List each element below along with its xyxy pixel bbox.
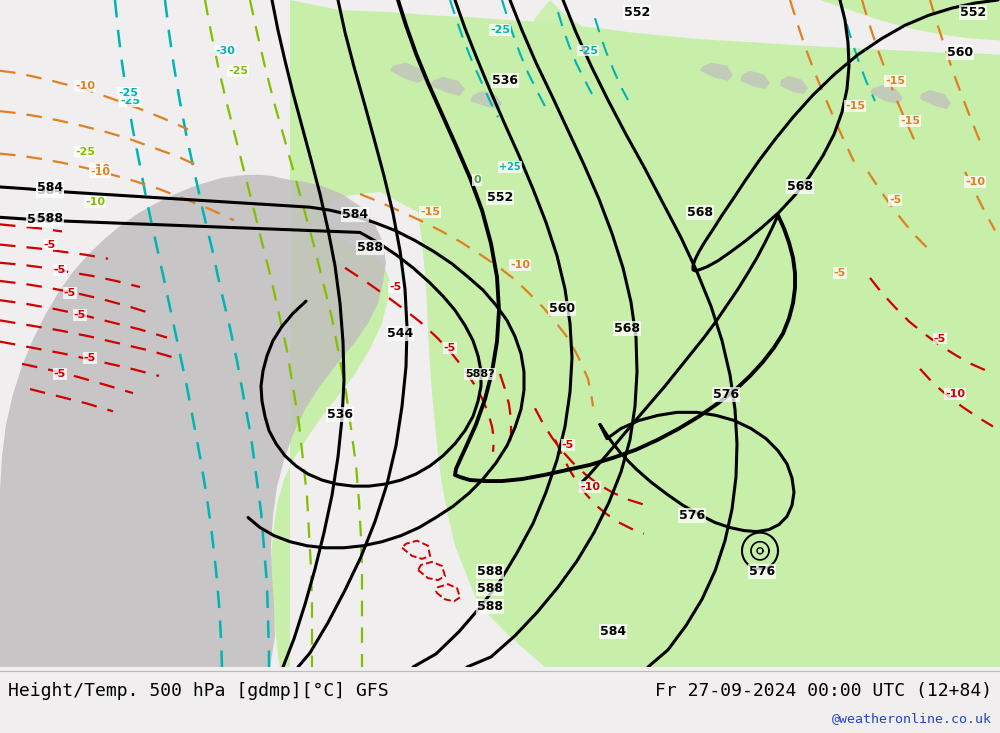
Text: -5: -5 [84,353,96,363]
Text: 0: 0 [473,175,481,185]
Polygon shape [920,90,951,109]
Text: -15: -15 [900,117,920,126]
Text: 552: 552 [487,191,513,204]
Text: -10: -10 [965,177,985,187]
Polygon shape [470,91,502,109]
Polygon shape [271,0,1000,667]
Text: -5: -5 [889,195,901,205]
Text: -5: -5 [834,268,846,278]
Polygon shape [870,85,903,104]
Text: 568: 568 [787,180,813,194]
Text: 560: 560 [947,46,973,59]
Polygon shape [390,62,425,83]
Text: -15: -15 [845,101,865,111]
Text: @weatheronline.co.uk: @weatheronline.co.uk [832,712,992,726]
Text: -5: -5 [64,288,76,298]
Text: 536: 536 [492,74,518,87]
Polygon shape [740,71,770,89]
Text: -25: -25 [490,26,510,35]
Text: -5: -5 [54,265,66,275]
Text: 536: 536 [327,408,353,421]
Text: -5: -5 [54,369,66,379]
Text: 588: 588 [27,213,53,226]
Text: 584: 584 [37,182,63,194]
Text: 568: 568 [614,322,640,335]
Text: -15: -15 [420,207,440,217]
Polygon shape [780,75,808,94]
Text: -5: -5 [562,440,574,449]
Text: 584: 584 [37,183,63,196]
Text: 568: 568 [687,206,713,218]
Text: -10: -10 [90,167,110,177]
Text: -10: -10 [85,197,105,207]
Text: 552: 552 [960,6,986,18]
Text: 576: 576 [713,388,739,401]
Text: -10: -10 [75,81,95,91]
Text: 576: 576 [679,509,705,522]
Text: 584: 584 [600,625,626,638]
Text: -25: -25 [118,88,138,98]
Text: -10: -10 [580,482,600,492]
Text: -10: -10 [510,259,530,270]
Text: 588: 588 [477,564,503,578]
Text: -25: -25 [578,45,598,56]
Text: -5: -5 [74,310,86,320]
Text: 560: 560 [549,302,575,314]
Text: 588: 588 [477,600,503,613]
Polygon shape [530,0,620,54]
Text: 588?: 588? [465,369,495,379]
Text: 576: 576 [749,564,775,578]
Text: -5: -5 [44,240,56,249]
Text: -5: -5 [934,334,946,344]
Text: -5: -5 [444,342,456,353]
Polygon shape [700,62,733,81]
Text: -10: -10 [90,163,110,174]
Text: Fr 27-09-2024 00:00 UTC (12+84): Fr 27-09-2024 00:00 UTC (12+84) [655,682,992,700]
Text: -30: -30 [215,45,235,56]
Polygon shape [820,0,1000,40]
Text: 588: 588 [357,241,383,254]
Text: 588: 588 [477,582,503,594]
Text: 544: 544 [387,327,413,340]
Text: 552: 552 [624,6,650,18]
Text: 588: 588 [37,212,63,225]
Polygon shape [430,77,465,96]
Text: -10: -10 [945,389,965,399]
Text: -25: -25 [120,96,140,106]
Text: -5: -5 [389,282,401,292]
Text: +25: +25 [499,162,521,172]
Polygon shape [0,0,386,667]
Text: -25: -25 [75,147,95,157]
Text: -25: -25 [228,66,248,75]
Text: -15: -15 [885,75,905,86]
Text: Height/Temp. 500 hPa [gdmp][°C] GFS: Height/Temp. 500 hPa [gdmp][°C] GFS [8,682,389,700]
Text: 584: 584 [342,207,368,221]
